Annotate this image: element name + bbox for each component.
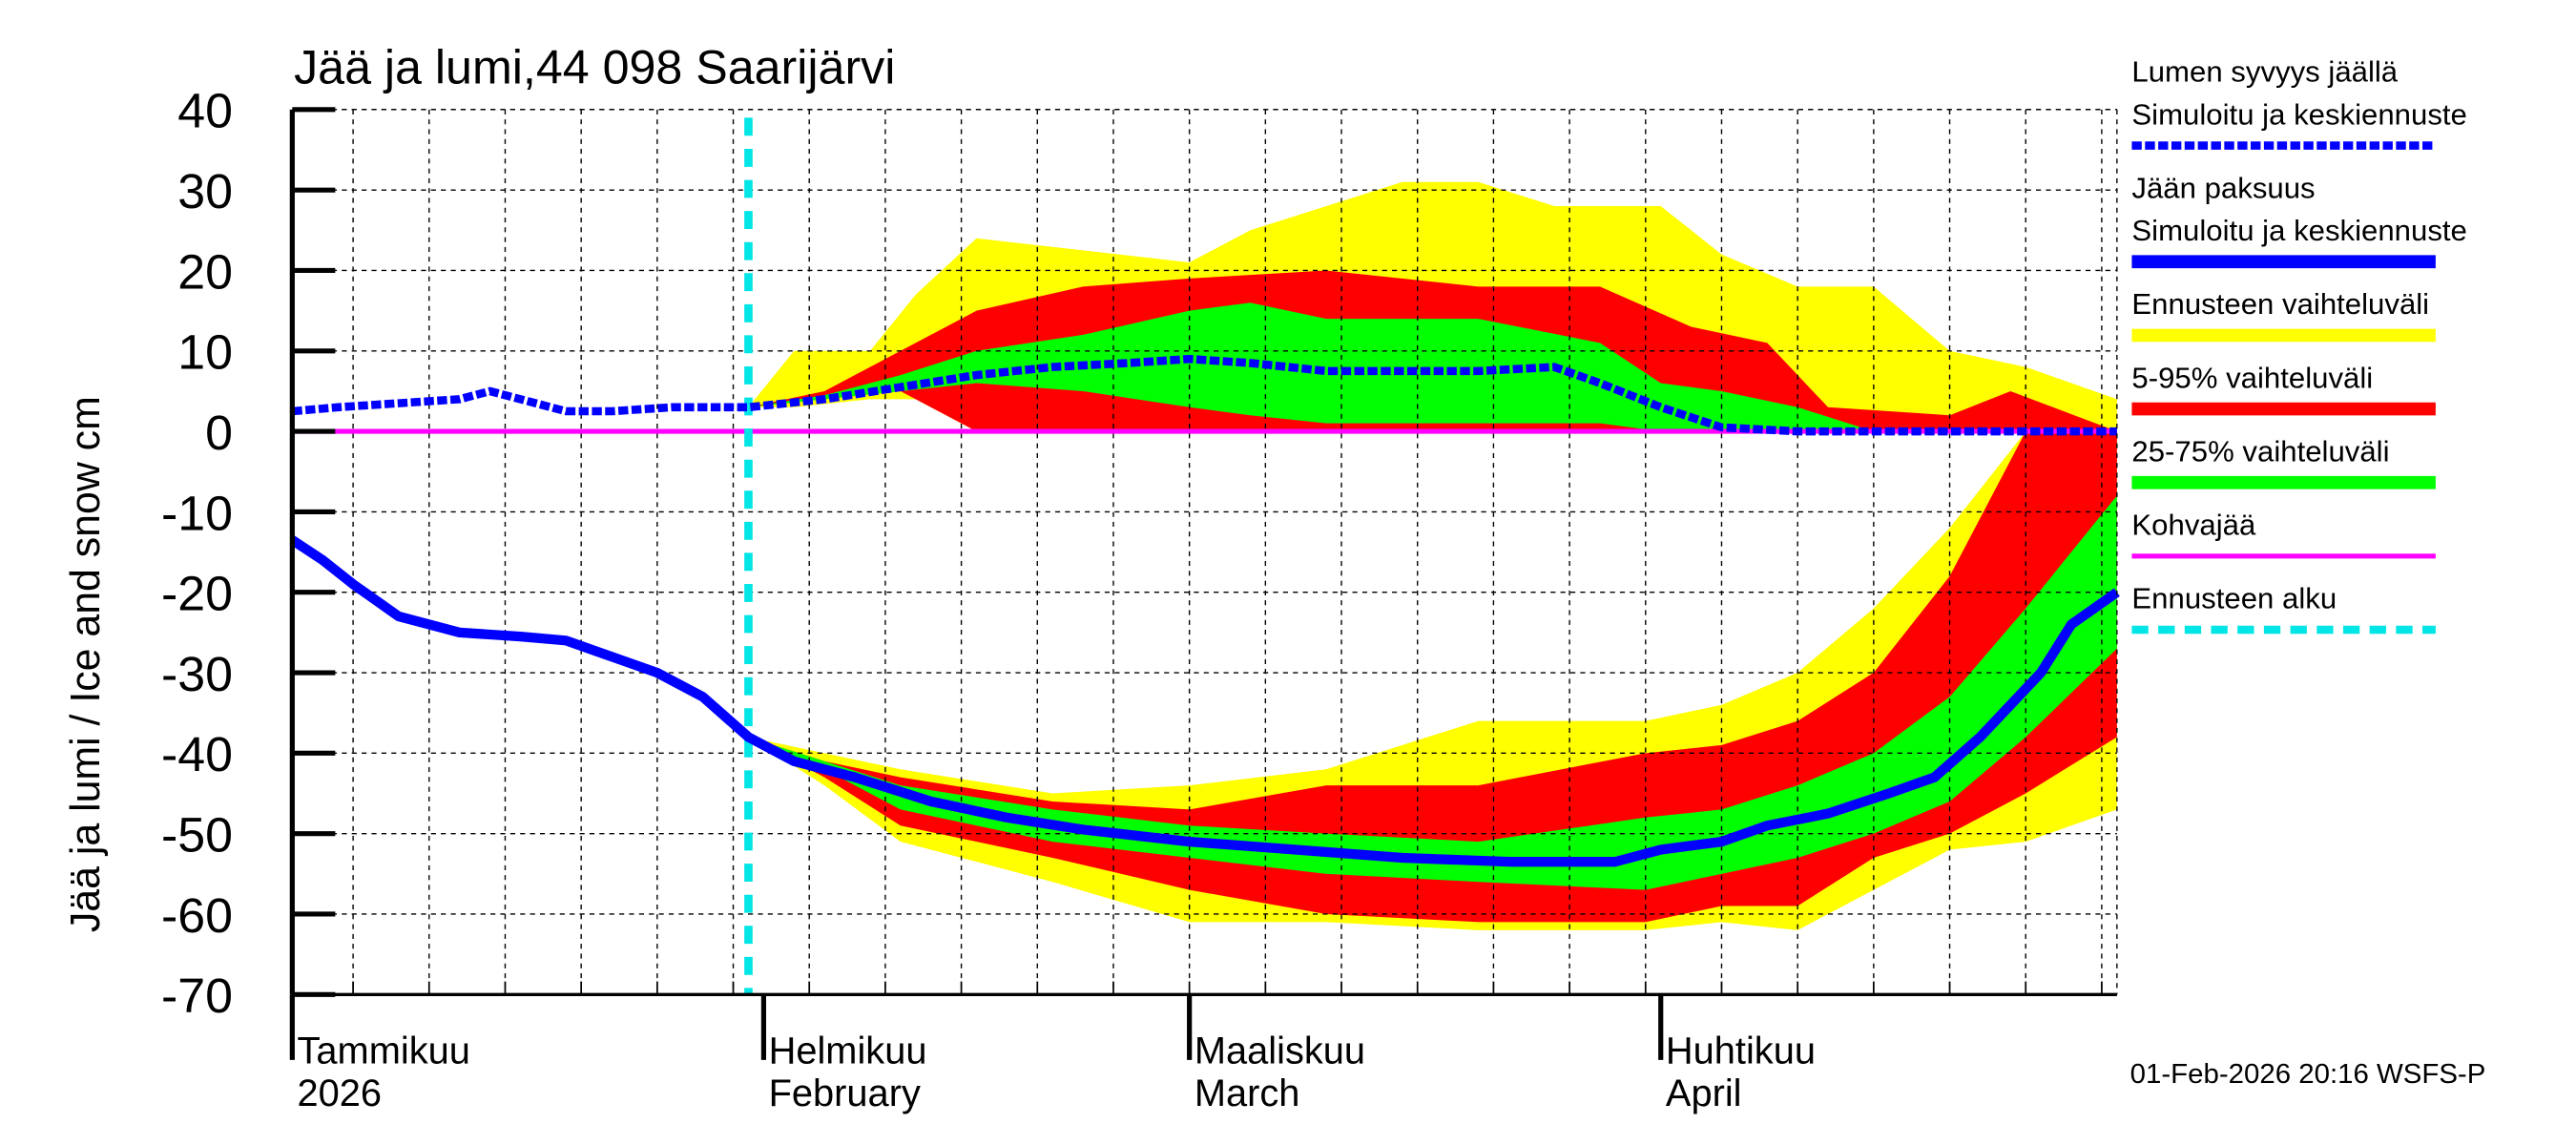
footer-timestamp: 01-Feb-2026 20:16 WSFS-P: [2130, 1058, 2486, 1090]
y-tick-label: 30: [177, 163, 233, 219]
y-tick-label: -60: [161, 887, 233, 943]
y-tick-label: -40: [161, 726, 233, 781]
y-tick-label: -30: [161, 646, 233, 701]
legend-label: 5-95% vaihteluväli: [2131, 361, 2373, 394]
y-tick-label: -20: [161, 566, 233, 621]
legend-label: Ennusteen alku: [2131, 582, 2337, 615]
bands: [748, 181, 2117, 930]
x-month-label-fi: Helmikuu: [769, 1030, 927, 1072]
grid: [292, 109, 2117, 995]
legend-label: Kohvajää: [2131, 509, 2256, 542]
y-tick-label: -50: [161, 807, 233, 863]
y-tick-label: -10: [161, 485, 233, 540]
legend-label: 25-75% vaihteluväli: [2131, 435, 2389, 468]
legend-label-2: Simuloitu ja keskiennuste: [2131, 97, 2466, 131]
y-tick-label: 40: [177, 83, 233, 138]
legend-label-2: Simuloitu ja keskiennuste: [2131, 214, 2466, 247]
chart-title: Jää ja lumi,44 098 Saarijärvi: [294, 41, 895, 94]
y-tick-label: 20: [177, 244, 233, 300]
axes: 40 30 20 10 0 -10 -20 -30 -40 -50 -60 -70 Tammikuu20…: [161, 83, 2118, 1114]
lines: [289, 117, 2120, 995]
x-month-label-fi: Tammikuu: [298, 1030, 470, 1072]
x-month-label-en: April: [1666, 1072, 1742, 1114]
legend: Lumen syvyys jäällä Simuloitu ja keskienn…: [2131, 55, 2467, 635]
x-month-label-fi: Maaliskuu: [1195, 1030, 1365, 1072]
ice-thickness-line: [289, 535, 2120, 867]
x-month-label-fi: Huhtikuu: [1666, 1030, 1816, 1072]
y-tick-label: 10: [177, 324, 233, 380]
x-month-label-en: 2026: [298, 1072, 383, 1114]
legend-label: Lumen syvyys jäällä: [2131, 55, 2398, 89]
x-month-label-en: March: [1195, 1072, 1300, 1114]
y-axis-label: Jää ja lumi / Ice and snow cm: [63, 396, 109, 932]
y-tick-label: 0: [205, 405, 233, 460]
snow-depth-line: [291, 354, 2117, 436]
x-month-label-en: February: [769, 1072, 921, 1114]
legend-label: Jään paksuus: [2131, 172, 2315, 205]
legend-label: Ennusteen vaihteluväli: [2131, 287, 2429, 321]
y-tick-label: -70: [161, 968, 233, 1023]
